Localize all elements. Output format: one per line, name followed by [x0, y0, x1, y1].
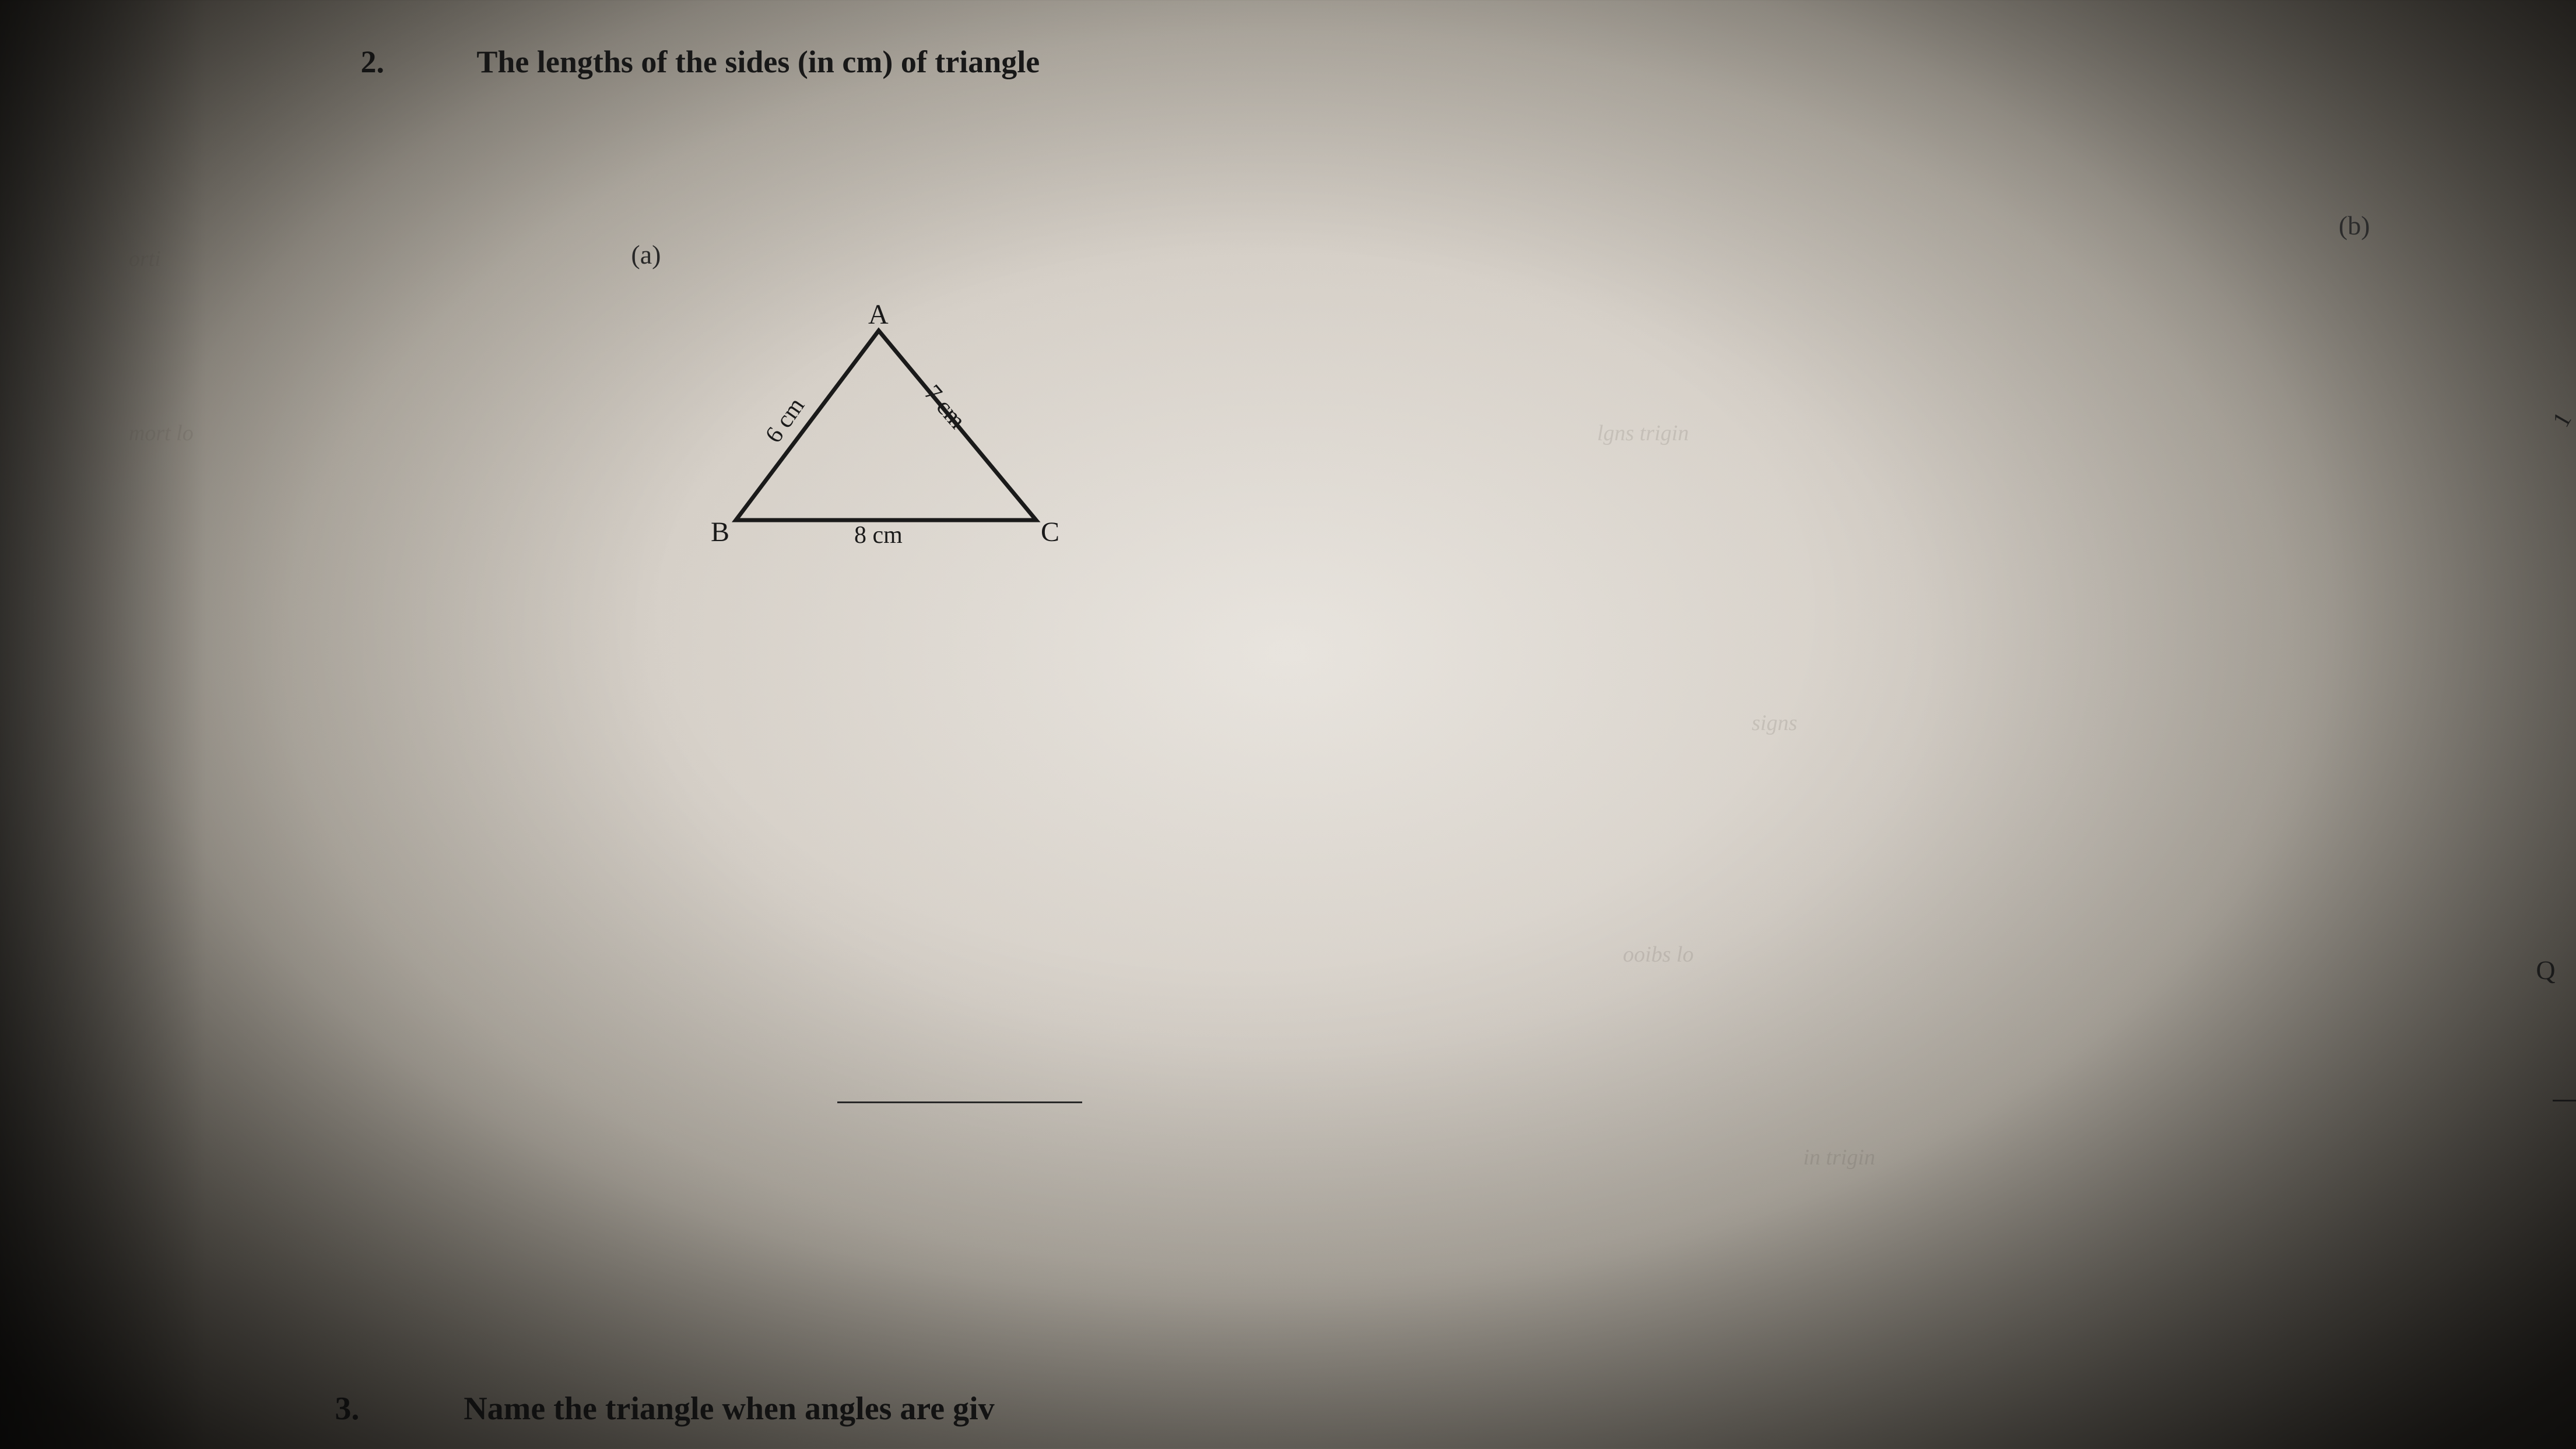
answer-blank-line — [837, 1101, 1082, 1103]
question-2-text: The lengths of the sides (in cm) of tria… — [476, 44, 1040, 80]
option-b-label: (b) — [2339, 210, 2370, 241]
textbook-page: orti lgns trigin signs ooibs lo in trigi… — [0, 0, 2576, 1449]
vertex-A-label: A — [868, 299, 889, 331]
question-3-number: 3. — [335, 1390, 359, 1427]
bleed-through-text: signs — [1752, 710, 1797, 736]
triangle-diagram: A B C 6 cm 7 cm 8 cm — [721, 304, 1048, 555]
page-binding-shadow — [0, 0, 206, 1449]
photo-vignette — [0, 0, 2576, 1449]
partial-vertex-Q: Q — [2536, 955, 2555, 985]
side-BC-label: 8 cm — [854, 521, 903, 549]
bleed-through-text: ooibs lo — [1623, 942, 1693, 967]
bleed-through-text: in trigin — [1803, 1145, 1876, 1170]
partial-edge-mark: 1 — [2547, 408, 2576, 432]
question-2-number: 2. — [361, 44, 385, 80]
question-3-text: Name the triangle when angles are giv — [464, 1390, 994, 1427]
bleed-through-text: mort lo — [129, 420, 194, 446]
option-a-label: (a) — [631, 239, 661, 270]
vertex-C-label: C — [1041, 516, 1059, 548]
bleed-through-text: lgns trigin — [1597, 420, 1689, 446]
vertex-B-label: B — [711, 516, 729, 548]
bleed-through-text: orti — [129, 246, 161, 272]
partial-answer-line — [2553, 1100, 2576, 1101]
